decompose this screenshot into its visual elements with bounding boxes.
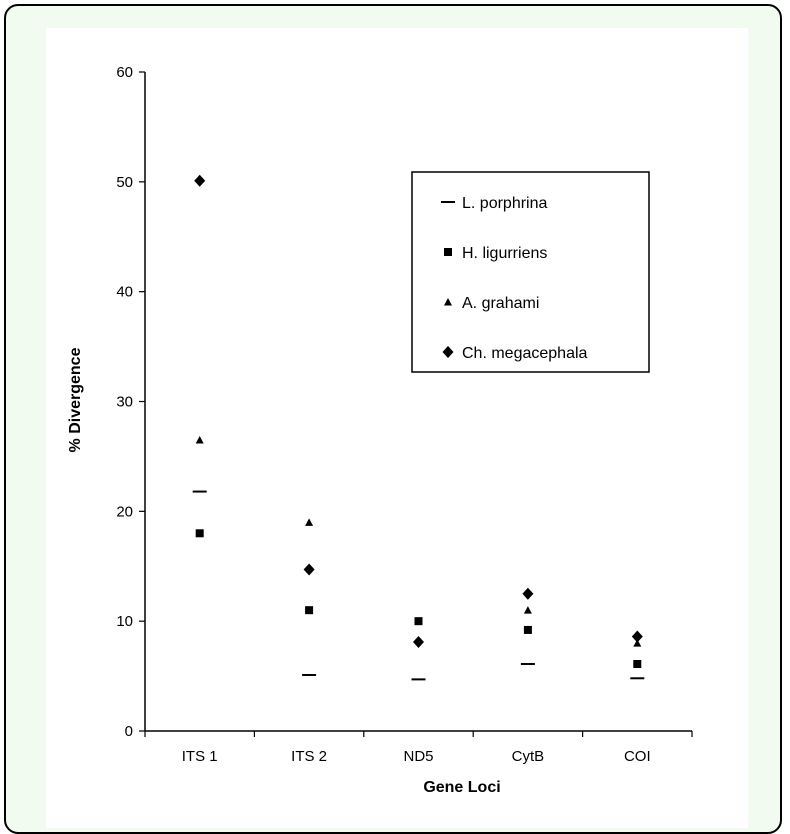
data-point-diamond — [413, 636, 424, 649]
axes — [144, 72, 692, 732]
x-tick-label: ITS 1 — [182, 748, 218, 765]
data-point-square — [414, 617, 423, 626]
y-tick-label: 60 — [116, 64, 133, 81]
legend-label: Ch. megacephala — [462, 345, 588, 362]
legend-marker-square — [444, 248, 452, 256]
legend-marker-triangle — [444, 298, 452, 306]
data-point-square — [633, 660, 642, 669]
y-tick-label: 50 — [116, 174, 133, 191]
x-tick-label: CytB — [512, 748, 545, 765]
x-axis-label: Gene Loci — [423, 779, 500, 796]
legend-marker-diamond — [442, 346, 454, 358]
x-tick-label: ITS 2 — [291, 748, 327, 765]
data-point-square — [523, 625, 532, 634]
data-point-triangle — [195, 435, 204, 444]
y-axis-label: % Divergence — [67, 347, 84, 452]
data-point-square — [195, 529, 204, 538]
data-point-square — [305, 606, 314, 615]
y-tick-label: 20 — [116, 503, 133, 520]
legend-label: L. porphrina — [462, 195, 547, 212]
legend: L. porphrina H. ligurriens A. grahami Ch. m… — [411, 171, 650, 373]
data-point-diamond — [194, 174, 206, 187]
legend-box — [411, 171, 650, 373]
y-tick-label: 40 — [116, 284, 133, 301]
data-point-triangle — [633, 639, 642, 647]
data-point-diamond — [303, 563, 315, 576]
x-tick-label: COI — [624, 748, 651, 765]
y-tick-label: 10 — [116, 613, 133, 630]
data-point-triangle — [523, 606, 532, 614]
tick-group: 0 10 20 30 40 50 60 ITS 1 ITS 2 ND5 CytB COI — [116, 64, 693, 765]
x-tick-label: ND5 — [403, 748, 433, 765]
data-marks — [192, 174, 645, 681]
data-point-triangle — [305, 518, 314, 526]
legend-label: H. ligurriens — [462, 245, 547, 262]
data-point-diamond — [522, 587, 534, 600]
y-tick-label: 30 — [116, 394, 133, 411]
y-tick-label: 0 — [125, 723, 133, 740]
data-point-diamond — [631, 630, 643, 643]
legend-label: A. grahami — [462, 295, 539, 312]
chart-panel — [46, 28, 748, 828]
